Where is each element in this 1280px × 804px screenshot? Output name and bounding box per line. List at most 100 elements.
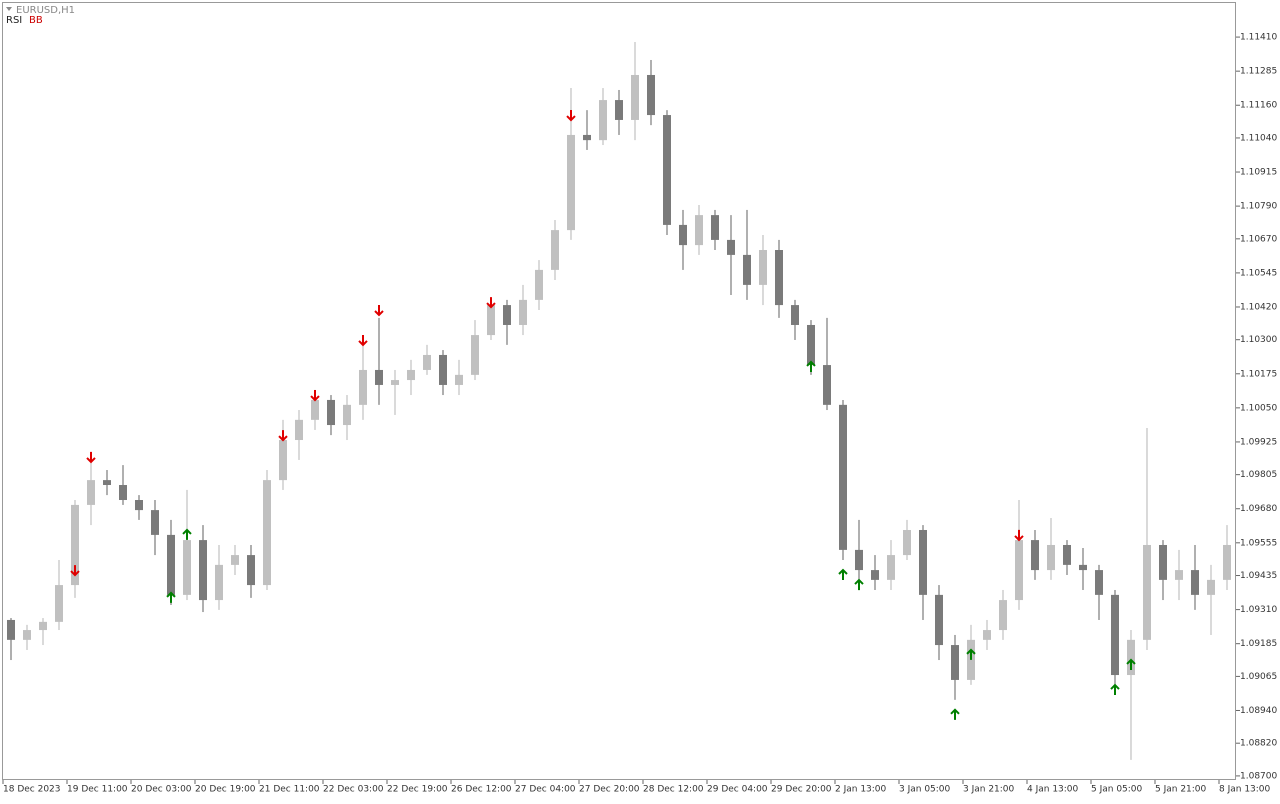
candle-body: [743, 254, 751, 285]
buy-arrow: [166, 591, 176, 603]
candle-body: [983, 630, 991, 640]
buy-arrow: [182, 528, 192, 540]
candle-body: [103, 480, 111, 486]
y-tick-label: 1.11160: [1240, 101, 1277, 111]
candle-body: [647, 74, 655, 116]
candle-body: [1127, 639, 1135, 676]
y-tick-label: 1.09925: [1240, 437, 1277, 447]
candle-body: [71, 504, 79, 586]
candle-body: [391, 380, 399, 385]
candle-body: [87, 480, 95, 505]
candle-body: [279, 440, 287, 481]
candle-body: [679, 224, 687, 246]
x-tick-label: 20 Dec 19:00: [195, 785, 256, 795]
x-tick-label: 3 Jan 21:00: [963, 785, 1015, 795]
y-tick-label: 1.09555: [1240, 538, 1277, 548]
indicator-label: RSI: [6, 15, 22, 26]
candle-body: [519, 299, 527, 325]
x-tick-label: 28 Dec 12:00: [643, 785, 704, 795]
candle-body: [423, 354, 431, 370]
candle-body: [1111, 594, 1119, 676]
candle-body: [759, 250, 767, 285]
y-tick-label: 1.10670: [1240, 234, 1277, 244]
candle-body: [1175, 570, 1183, 580]
x-tick-label: 27 Dec 20:00: [579, 785, 640, 795]
buy-arrow: [806, 360, 816, 372]
candle-body: [247, 555, 255, 586]
candle-body: [967, 639, 975, 680]
buy-arrow: [950, 708, 960, 720]
sell-arrow: [86, 451, 96, 464]
candle-body: [471, 335, 479, 375]
candle-body: [695, 215, 703, 246]
candle-body: [135, 500, 143, 511]
y-tick-label: 1.08820: [1240, 739, 1277, 749]
y-tick-label: 1.09310: [1240, 605, 1277, 615]
candle-body: [455, 374, 463, 385]
x-tick-label: 22 Dec 03:00: [323, 785, 384, 795]
y-tick-label: 1.09680: [1240, 504, 1277, 514]
y-tick-label: 1.11285: [1240, 67, 1277, 77]
indicator-label: BB: [29, 15, 43, 26]
candle-body: [311, 399, 319, 420]
buy-arrow: [838, 568, 848, 580]
buy-arrow: [854, 578, 864, 591]
sell-arrow: [278, 430, 288, 442]
x-tick-label: 2 Jan 13:00: [835, 785, 887, 795]
sell-arrow: [310, 390, 320, 402]
sell-arrow: [486, 297, 496, 309]
symbol-menu-icon[interactable]: [6, 7, 12, 11]
y-tick-label: 1.10420: [1240, 302, 1277, 312]
candle-body: [55, 585, 63, 622]
y-tick-label: 1.09435: [1240, 571, 1277, 581]
sell-arrow: [566, 110, 576, 122]
buy-arrow: [1110, 683, 1120, 696]
sell-arrow: [374, 304, 384, 317]
candle-body: [327, 399, 335, 426]
x-tick-label: 27 Dec 04:00: [515, 785, 576, 795]
y-tick-label: 1.09805: [1240, 470, 1277, 480]
candle-body: [839, 404, 847, 550]
candle-body: [407, 369, 415, 381]
y-tick-label: 1.09185: [1240, 639, 1277, 649]
candle-body: [1207, 579, 1215, 595]
candle-body: [775, 250, 783, 306]
candle-body: [263, 480, 271, 586]
candle-body: [567, 134, 575, 231]
candle-body: [39, 621, 47, 631]
candle-body: [439, 354, 447, 385]
candle-body: [1159, 544, 1167, 580]
y-tick-label: 1.08940: [1240, 706, 1277, 716]
x-tick-label: 21 Dec 11:00: [259, 785, 320, 795]
candle-body: [1031, 540, 1039, 571]
y-tick-label: 1.10175: [1240, 369, 1277, 379]
y-tick-label: 1.10300: [1240, 335, 1277, 345]
candle-body: [1063, 544, 1071, 565]
x-tick-label: 8 Jan 13:00: [1219, 785, 1271, 795]
x-tick-label: 19 Dec 11:00: [67, 785, 128, 795]
candle-body: [887, 555, 895, 580]
y-tick-label: 1.08700: [1240, 771, 1277, 781]
candle-body: [375, 369, 383, 385]
symbol-label: EURUSD,H1: [16, 5, 75, 16]
candle-body: [919, 529, 927, 595]
candle-body: [599, 100, 607, 141]
candle-body: [935, 594, 943, 646]
candle-body: [151, 510, 159, 535]
x-tick-label: 18 Dec 2023: [3, 785, 61, 795]
candle-body: [551, 230, 559, 270]
x-tick-label: 22 Dec 19:00: [387, 785, 448, 795]
sell-arrow: [70, 565, 80, 577]
x-tick-label: 26 Dec 12:00: [451, 785, 512, 795]
sell-arrow: [1014, 529, 1024, 542]
candle-body: [823, 365, 831, 405]
candle-body: [167, 534, 175, 595]
y-tick-label: 1.09065: [1240, 672, 1277, 682]
candle-body: [807, 324, 815, 366]
y-tick-label: 1.11410: [1240, 33, 1277, 43]
candle-body: [1095, 570, 1103, 595]
x-tick-label: 20 Dec 03:00: [131, 785, 192, 795]
y-tick-label: 1.10545: [1240, 268, 1277, 278]
candle-body: [903, 529, 911, 556]
candle-body: [1047, 544, 1055, 571]
